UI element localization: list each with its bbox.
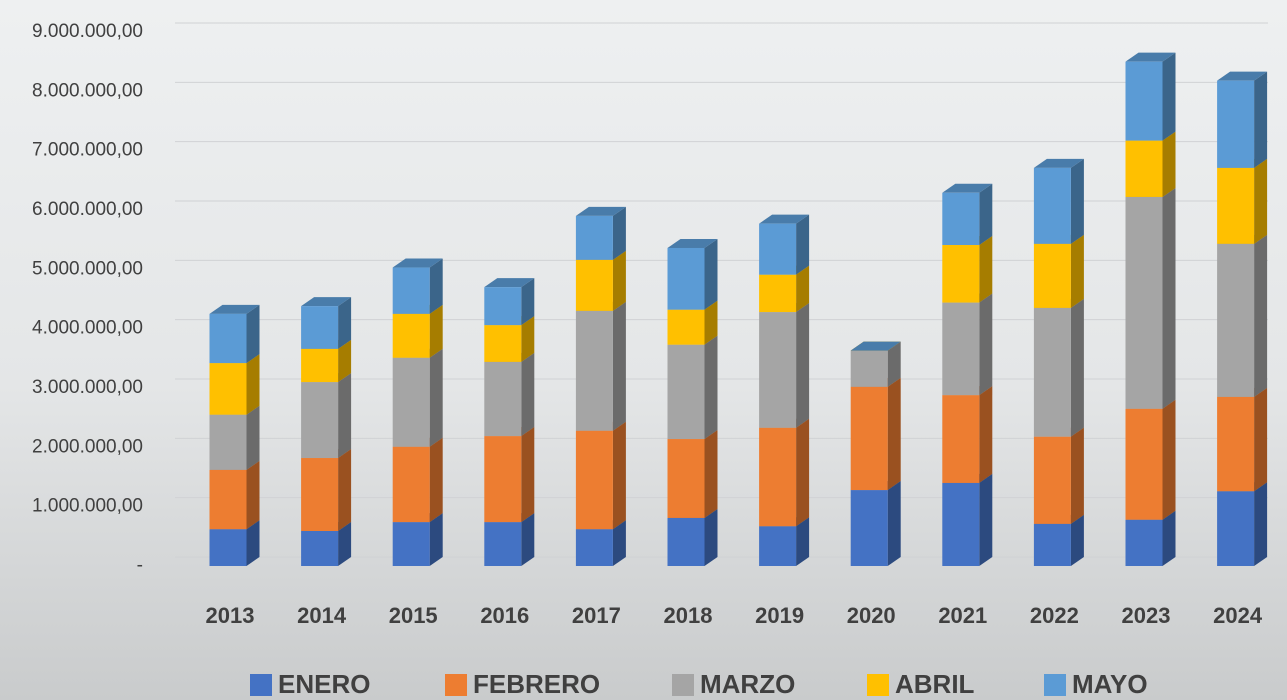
x-tick-label: 2017: [572, 603, 621, 628]
bar-segment: [942, 473, 993, 566]
bar-segment: [575, 421, 626, 530]
x-tick-label: 2019: [755, 603, 804, 628]
bar-segment: [850, 481, 901, 566]
bar-segment: [1033, 158, 1084, 244]
legend-swatch: [867, 674, 889, 696]
bar-segment: [942, 236, 993, 303]
bar-segment: [392, 437, 443, 523]
bar-segment: [942, 386, 993, 483]
bar-segment: [667, 238, 718, 310]
bar-segment: [575, 250, 626, 311]
bar-segment: [575, 301, 626, 431]
bar-segment: [392, 258, 443, 314]
bar-segment: [850, 377, 901, 491]
x-tick-label: 2014: [297, 603, 347, 628]
x-tick-label: 2022: [1030, 603, 1079, 628]
legend-label: MARZO: [700, 669, 795, 699]
bar-segment: [1125, 399, 1176, 520]
bar-segment: [759, 303, 810, 428]
bar-segment: [209, 460, 260, 530]
x-tick-label: 2013: [206, 603, 255, 628]
bar-segment: [1217, 158, 1268, 244]
bar-segment: [301, 373, 352, 459]
bar-segment: [759, 418, 810, 527]
y-tick-label: 3.000.000,00: [32, 377, 143, 398]
bar-segment: [209, 354, 260, 415]
y-tick-label: 8.000.000,00: [32, 80, 143, 101]
bar-segment: [484, 352, 535, 437]
bar-segment: [575, 520, 626, 566]
y-tick-label: 4.000.000,00: [32, 318, 143, 339]
bar-segment: [1033, 298, 1084, 437]
x-tick-label: 2016: [480, 603, 529, 628]
bar-segment: [484, 278, 535, 326]
bar-segment: [942, 183, 993, 246]
bar-segment: [1217, 482, 1268, 566]
y-tick-label: 9.000.000,00: [32, 21, 143, 42]
legend-label: MAYO: [1072, 669, 1148, 699]
y-tick-label: -: [137, 555, 143, 576]
y-tick-label: 5.000.000,00: [32, 258, 143, 279]
y-tick-label: 6.000.000,00: [32, 199, 143, 220]
legend-label: ABRIL: [895, 669, 975, 699]
bar-segment: [392, 348, 443, 447]
y-tick-label: 2.000.000,00: [32, 436, 143, 457]
bar-segment: [484, 427, 535, 523]
bar-segment: [209, 304, 260, 364]
bar-segment: [1033, 427, 1084, 524]
x-tick-label: 2020: [847, 603, 896, 628]
bar-segment: [667, 335, 718, 440]
legend-swatch: [445, 674, 467, 696]
y-tick-label: 7.000.000,00: [32, 140, 143, 161]
bar-segment: [392, 513, 443, 566]
bar-segment: [1125, 52, 1176, 141]
legend-swatch: [672, 674, 694, 696]
legend-swatch: [250, 674, 272, 696]
bar-segment: [301, 297, 352, 349]
bar-segment: [1217, 387, 1268, 492]
bar-segment: [1125, 131, 1176, 197]
x-tick-label: 2015: [389, 603, 438, 628]
bar-segment: [1033, 234, 1084, 308]
legend-label: ENERO: [278, 669, 370, 699]
bar-segment: [1217, 234, 1268, 397]
x-tick-label: 2018: [664, 603, 713, 628]
legend-label: FEBRERO: [473, 669, 600, 699]
bar-segment: [850, 341, 901, 351]
bar-segment: [759, 214, 810, 275]
bar-segment: [575, 206, 626, 260]
bar-segment: [1217, 71, 1268, 168]
y-tick-label: 1.000.000,00: [32, 496, 143, 517]
bar-segment: [667, 430, 718, 518]
bar-segment: [1125, 187, 1176, 409]
x-tick-label: 2024: [1213, 603, 1263, 628]
bar-segment: [942, 293, 993, 396]
x-tick-label: 2021: [938, 603, 987, 628]
legend-swatch: [1044, 674, 1066, 696]
bar-segment: [209, 405, 260, 470]
bar-segment: [301, 449, 352, 531]
x-tick-label: 2023: [1122, 603, 1171, 628]
